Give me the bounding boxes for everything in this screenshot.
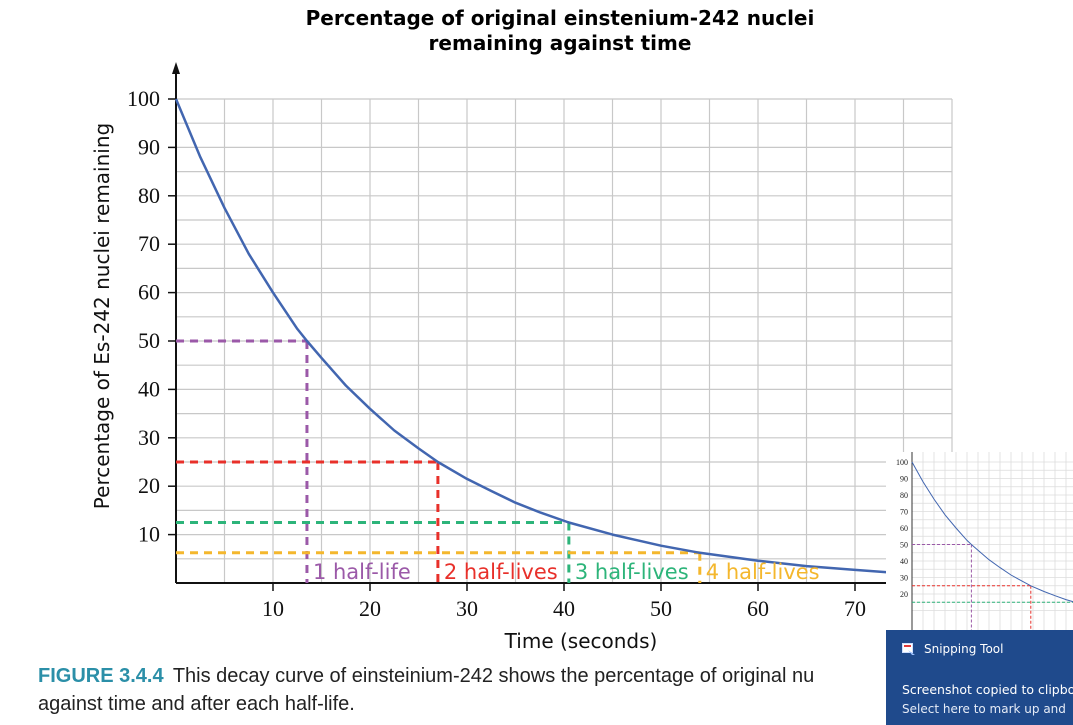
thumb-y-tick-label: 100 <box>896 458 908 467</box>
x-tick-label: 10 <box>262 596 284 621</box>
y-tick-label: 50 <box>138 328 160 353</box>
thumb-y-tick-label: 60 <box>900 524 908 533</box>
y-tick-label: 60 <box>138 280 160 305</box>
caption-text: This decay curve of einsteinium-242 show… <box>172 665 815 687</box>
x-tick-label: 50 <box>650 596 672 621</box>
thumb-y-tick-label: 50 <box>900 541 908 550</box>
notification-header: Snipping Tool <box>902 642 1003 656</box>
half-life-label: 2 half-lives <box>444 560 558 584</box>
snipping-tool-notification[interactable]: Snipping Tool Screenshot copied to clipb… <box>886 630 1073 725</box>
screenshot-thumbnail[interactable]: 100 90 80 70 60 50 40 30 20 <box>886 452 1073 630</box>
figure-caption: FIGURE 3.4.4 This decay curve of einstei… <box>38 662 898 718</box>
x-tick-label: 30 <box>456 596 478 621</box>
thumbnail-chart: 100 90 80 70 60 50 40 30 20 <box>896 452 1073 630</box>
notification-message: Screenshot copied to clipbo <box>902 682 1073 697</box>
decay-chart: 10 20 30 40 50 60 70 80 90 100 10 20 30 40 50 60 70 Time … <box>90 62 953 653</box>
thumb-y-tick-label: 80 <box>900 491 908 500</box>
caption-text-2: against time and after each half-life. <box>38 693 355 715</box>
snipping-tool-icon <box>902 642 915 655</box>
half-life-label: 1 half-life <box>313 560 411 584</box>
half-life-label: 3 half-lives <box>575 560 689 584</box>
y-tick-label: 10 <box>138 522 160 547</box>
notification-action-text: Select here to mark up and <box>902 702 1066 716</box>
thumb-curve <box>911 461 1073 603</box>
y-tick-label: 90 <box>138 134 160 159</box>
y-axis-label: Percentage of Es-242 nuclei remaining <box>90 123 114 509</box>
y-axis-arrow <box>172 62 180 74</box>
chart-title: Percentage of original einstenium-242 nu… <box>260 6 860 56</box>
chart-title-line-1: Percentage of original einstenium-242 nu… <box>305 6 815 30</box>
figure-label: FIGURE 3.4.4 <box>38 665 164 687</box>
thumb-y-tick-label: 20 <box>900 590 908 599</box>
y-tick-label: 30 <box>138 425 160 450</box>
decay-curve <box>174 98 889 574</box>
x-tick-label: 70 <box>844 596 866 621</box>
thumb-y-tick-label: 90 <box>900 475 908 484</box>
thumb-y-tick-label: 40 <box>900 557 908 566</box>
thumb-y-tick-label: 70 <box>900 508 908 517</box>
y-tick-label: 80 <box>138 183 160 208</box>
y-tick-label: 20 <box>138 473 160 498</box>
notification-app-name: Snipping Tool <box>924 642 1004 656</box>
x-tick-label: 60 <box>747 596 769 621</box>
y-tick-label: 40 <box>138 376 160 401</box>
x-tick-label: 20 <box>359 596 381 621</box>
x-axis-label: Time (seconds) <box>504 629 658 653</box>
y-tick-label: 100 <box>127 86 160 111</box>
y-tick-label: 70 <box>138 231 160 256</box>
half-life-label: 4 half-lives <box>706 560 820 584</box>
thumb-y-tick-label: 30 <box>900 574 908 583</box>
chart-title-line-2: remaining against time <box>428 31 692 55</box>
x-tick-label: 40 <box>553 596 575 621</box>
